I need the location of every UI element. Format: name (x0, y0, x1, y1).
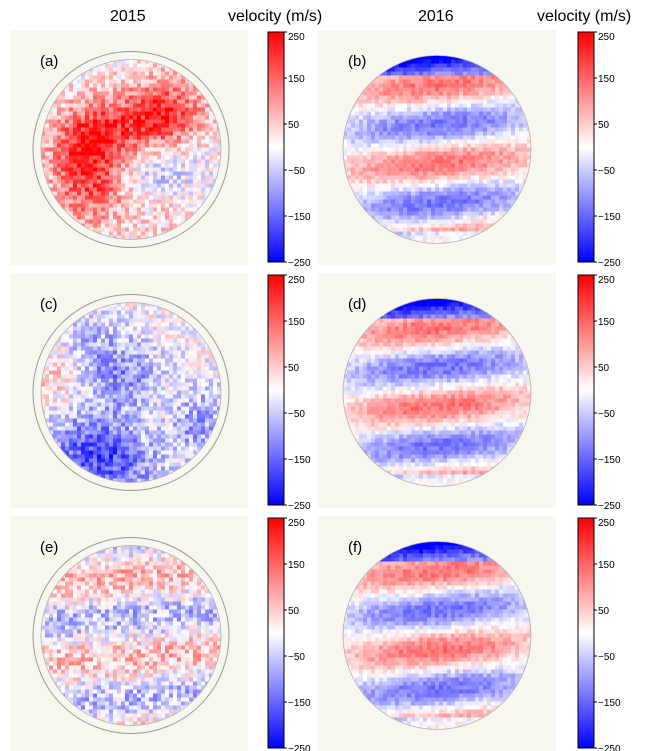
colorbar-tick-label: −250 (598, 258, 621, 269)
panel-label: (c) (40, 296, 58, 313)
velocity-disk (41, 59, 221, 240)
colorbar: 250 150 50 −50 −150 −250 (577, 31, 621, 269)
outer-ring (32, 51, 230, 248)
colorbar-tick-label: −250 (598, 501, 621, 512)
colorbar-tick-label: 50 (288, 120, 300, 131)
colorbar-tick-label: 50 (288, 606, 300, 617)
year-label-2016: 2016 (418, 8, 454, 25)
colorbar: 250 150 50 −50 −150 −250 (577, 274, 621, 512)
panel-e: (e) 250 150 50 −50 −150 −250 (10, 516, 311, 751)
disk-edge (40, 545, 222, 726)
colorbar-tick-label: 250 (598, 518, 615, 529)
panel-a: (a) 250 150 50 −50 −150 −250 (10, 30, 311, 269)
colorbar-tick-label: 250 (288, 518, 305, 529)
colorbar-gradient (577, 274, 595, 506)
colorbar-tick-label: −150 (598, 212, 621, 223)
colorbar-tick-label: −50 (288, 166, 305, 177)
colorbar-tick-label: −250 (288, 258, 311, 269)
colorbar-tick-label: 250 (288, 275, 305, 286)
outer-ring (32, 537, 230, 734)
panel-d: (d) 250 150 50 −50 −150 −250 (318, 273, 621, 512)
colorbar-tick-label: −150 (288, 698, 311, 709)
colorbar-title-right: velocity (m/s) (537, 8, 632, 25)
year-label-2015: 2015 (110, 8, 146, 25)
colorbar-gradient (577, 31, 595, 263)
colorbar-tick-label: 50 (598, 363, 610, 374)
colorbar: 250 150 50 −50 −150 −250 (577, 517, 621, 751)
colorbar-tick-label: −150 (288, 212, 311, 223)
colorbar-tick-label: 150 (288, 317, 305, 328)
colorbar-tick-label: 150 (598, 317, 615, 328)
disk-edge (342, 55, 532, 244)
colorbar-tick-label: 150 (288, 560, 305, 571)
colorbar-tick-label: −50 (288, 652, 305, 663)
disk-edge (40, 302, 222, 483)
colorbar-tick-label: 50 (288, 363, 300, 374)
colorbar-tick-label: 150 (598, 560, 615, 571)
colorbar-tick-label: 50 (598, 120, 610, 131)
colorbar-tick-label: −50 (598, 166, 615, 177)
colorbar-title-left: velocity (m/s) (228, 8, 323, 25)
colorbar-tick-label: −150 (598, 698, 621, 709)
panel-label: (e) (40, 539, 58, 556)
disk-edge (40, 59, 222, 240)
panel-f: (f) 250 150 50 −50 −150 −250 (318, 516, 621, 751)
colorbar-gradient (267, 517, 285, 749)
colorbar-tick-label: −250 (288, 744, 311, 751)
velocity-disk (343, 541, 531, 730)
colorbar: 250 150 50 −50 −150 −250 (267, 517, 311, 751)
velocity-disk (343, 298, 531, 487)
colorbar-tick-label: −50 (598, 409, 615, 420)
velocity-disk (343, 55, 531, 244)
colorbar-tick-label: −150 (288, 455, 311, 466)
colorbar-tick-label: 150 (288, 74, 305, 85)
colorbar: 250 150 50 −50 −150 −250 (267, 31, 311, 269)
colorbar-tick-label: 250 (288, 32, 305, 43)
colorbar-tick-label: 50 (598, 606, 610, 617)
colorbar-tick-label: 250 (598, 275, 615, 286)
disk-edge (342, 541, 532, 730)
disk-edge (342, 298, 532, 487)
panel-label: (b) (348, 53, 366, 70)
colorbar-tick-label: −50 (598, 652, 615, 663)
colorbar-gradient (267, 274, 285, 506)
outer-ring (32, 294, 230, 491)
velocity-disk (41, 545, 221, 726)
colorbar-gradient (577, 517, 595, 749)
colorbar-tick-label: −250 (288, 501, 311, 512)
panel-c: (c) 250 150 50 −50 −150 −250 (10, 273, 311, 512)
colorbar-tick-label: −50 (288, 409, 305, 420)
panel-b: (b) 250 150 50 −50 −150 −250 (318, 30, 621, 269)
colorbar: 250 150 50 −50 −150 −250 (267, 274, 311, 512)
panel-label: (f) (348, 539, 362, 556)
panel-label: (a) (40, 53, 58, 70)
colorbar-gradient (267, 31, 285, 263)
velocity-disk (41, 302, 221, 483)
colorbar-tick-label: −250 (598, 744, 621, 751)
colorbar-tick-label: 150 (598, 74, 615, 85)
panel-label: (d) (348, 296, 366, 313)
colorbar-tick-label: 250 (598, 32, 615, 43)
colorbar-tick-label: −150 (598, 455, 621, 466)
